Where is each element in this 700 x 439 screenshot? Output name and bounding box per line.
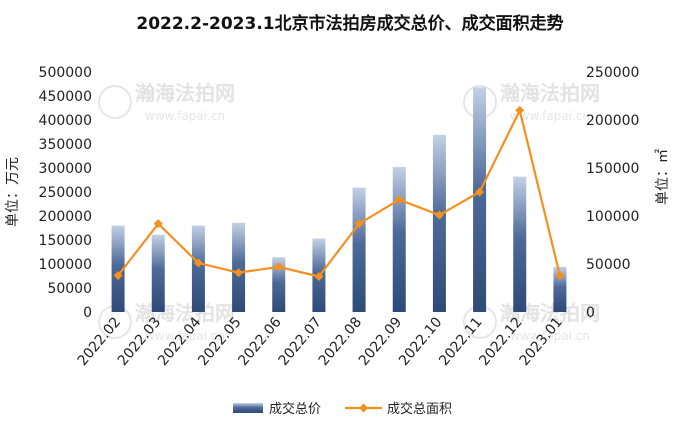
legend-line-marker (359, 403, 368, 413)
y-tick-right: 200000 (586, 113, 639, 129)
y-tick-right: 250000 (586, 65, 639, 81)
watermark-url: www.fapai.cn (510, 329, 590, 343)
chart-title: 2022.2-2023.1北京市法拍房成交总价、成交面积走势 (136, 13, 563, 34)
bar (352, 187, 366, 312)
y-tick-left: 50000 (47, 281, 92, 297)
line-point (314, 271, 324, 281)
y-tick-left: 0 (83, 305, 92, 321)
line-point (274, 262, 284, 272)
watermark: 瀚海法拍网 www.fapai.cn (98, 81, 235, 123)
y-tick-right: 100000 (586, 209, 639, 225)
bar (473, 87, 487, 312)
bar (151, 234, 165, 312)
y-axis-left: 0 50000 100000 150000 200000 250000 300000 3500… (39, 65, 92, 321)
watermark-text: 瀚海法拍网 (135, 301, 235, 325)
line-series (113, 105, 565, 281)
legend-bar-swatch (233, 403, 263, 413)
line-point (234, 268, 244, 278)
bar (272, 257, 286, 312)
line-point (434, 210, 444, 220)
line-point (515, 105, 525, 115)
watermark-url: www.fapai.cn (510, 109, 590, 123)
y-tick-left: 250000 (39, 185, 92, 201)
bar (553, 266, 567, 312)
line-point (354, 219, 364, 229)
y-tick-left: 500000 (39, 65, 92, 81)
watermark: 瀚海法拍网 www.fapai.cn (463, 81, 600, 123)
y-tick-left: 400000 (39, 113, 92, 129)
bar (232, 222, 246, 312)
y-tick-right: 150000 (586, 161, 639, 177)
line-point (555, 271, 565, 281)
watermark-layer: 瀚海法拍网 www.fapai.cn 瀚海法拍网 www.fapai.cn 瀚海法拍网 w… (98, 81, 600, 343)
line-point (475, 187, 485, 197)
watermark-text: 瀚海法拍网 (500, 81, 600, 105)
x-axis: 2022.022022.032022.042022.052022.062022.… (75, 314, 566, 369)
watermark-url: www.fapai.cn (145, 109, 225, 123)
watermark: 瀚海法拍网 www.fapai.cn (98, 301, 235, 343)
legend-bar-label: 成交总价 (269, 401, 321, 417)
y-tick-left: 300000 (39, 161, 92, 177)
watermark-text: 瀚海法拍网 (135, 81, 235, 105)
legend: 成交总价 成交总面积 (233, 401, 452, 417)
legend-line-label: 成交总面积 (387, 401, 452, 417)
y-tick-left: 350000 (39, 137, 92, 153)
line-point (113, 271, 123, 281)
bar (191, 225, 205, 312)
watermark-url: www.fapai.cn (145, 329, 225, 343)
y-tick-left: 450000 (39, 89, 92, 105)
bar (432, 134, 446, 312)
bar (513, 176, 527, 312)
line-point (394, 195, 404, 205)
y-tick-right: 50000 (586, 257, 631, 273)
y-axis-right: 0 50000 100000 150000 200000 250000 (586, 65, 639, 321)
y-tick-left: 150000 (39, 233, 92, 249)
bar-series (111, 87, 567, 312)
y-tick-left: 200000 (39, 209, 92, 225)
y-tick-left: 100000 (39, 257, 92, 273)
watermark-seal-icon (98, 85, 132, 119)
y-tick-right: 0 (586, 305, 595, 321)
line-path (117, 107, 561, 278)
line-point (153, 219, 163, 229)
y-axis-label-right: 单位：㎡ (655, 149, 671, 205)
y-axis-label-left: 单位：万元 (5, 157, 21, 227)
bar (111, 225, 125, 312)
line-point (193, 258, 203, 268)
bar (392, 167, 406, 312)
